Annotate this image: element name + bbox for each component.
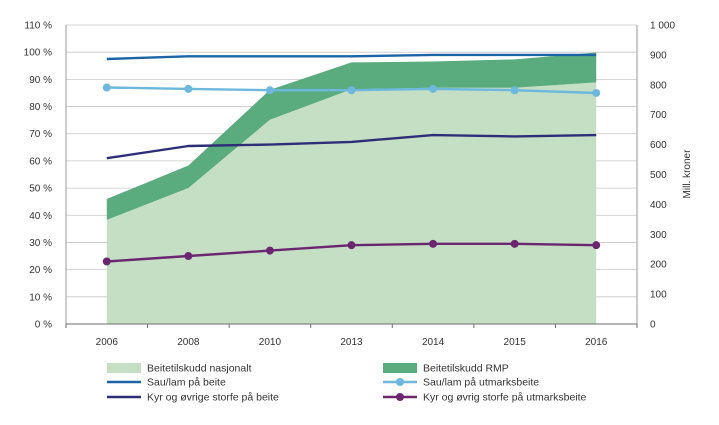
legend-sau-lam-paa-utmarksbeite-label: Sau/lam på utmarksbeite [423, 377, 539, 389]
y-tick-label-left: 90 % [29, 75, 52, 86]
y-tick-label-right: 700 [650, 110, 667, 121]
legend-kyr-storfe-paa-beite-label: Kyr og øvrige storfe på beite [147, 392, 279, 404]
marker-kyr-storfe-paa-utmarksbeite [347, 241, 356, 250]
x-tick-label: 2013 [340, 337, 363, 348]
right-axis-title: Mill. kroner [682, 149, 693, 199]
y-tick-label-left: 30 % [29, 238, 52, 249]
marker-sau-lam-paa-utmarksbeite [429, 84, 438, 93]
marker-sau-lam-paa-utmarksbeite [184, 84, 193, 93]
y-tick-label-left: 20 % [29, 265, 52, 276]
line-sau-lam-paa-beite [106, 53, 597, 61]
marker-kyr-storfe-paa-utmarksbeite [510, 239, 519, 248]
y-tick-label-left: 10 % [29, 292, 52, 303]
marker-kyr-storfe-paa-utmarksbeite [429, 239, 438, 248]
legend-sau-lam-paa-beite-label: Sau/lam på beite [147, 377, 226, 389]
marker-kyr-storfe-paa-utmarksbeite [102, 257, 111, 266]
y-tick-label-left: 100 % [24, 48, 52, 59]
y-tick-label-left: 0 % [35, 320, 52, 331]
legend-kyr-storfe-paa-utmarksbeite-marker [396, 393, 404, 401]
y-tick-label-right: 1 000 [650, 21, 675, 32]
x-tick-label: 2010 [259, 337, 282, 348]
x-tick-label: 2014 [422, 337, 445, 348]
x-tick-label: 2016 [585, 337, 608, 348]
y-tick-label-right: 400 [650, 200, 667, 211]
legend-kyr-storfe-paa-utmarksbeite-label: Kyr og øvrig storfe på utmarksbeite [423, 392, 587, 404]
marker-sau-lam-paa-utmarksbeite [592, 88, 601, 97]
legend-sau-lam-paa-utmarksbeite-marker [396, 378, 404, 386]
y-tick-label-right: 200 [650, 260, 667, 271]
y-tick-label-left: 70 % [29, 129, 52, 140]
y-tick-label-left: 60 % [29, 156, 52, 167]
legend-beitetilskudd-nasjonalt-swatch [107, 363, 141, 373]
area-beitetilskudd-rmp [106, 52, 597, 220]
legend: Beitetilskudd nasjonalt Beitetilskudd RMP… [107, 363, 587, 404]
area-layer [106, 52, 597, 325]
marker-sau-lam-paa-utmarksbeite [347, 86, 356, 95]
y-tick-label-left: 110 % [24, 21, 52, 32]
y-tick-label-right: 500 [650, 170, 667, 181]
y-tick-label-right: 900 [650, 50, 667, 61]
axes: 0 % 10 % 20 % 30 % 40 % 50 % 60 % 70 % 80 % 90 % 1… [24, 21, 676, 349]
marker-sau-lam-paa-utmarksbeite [102, 83, 111, 92]
x-tick-label: 2006 [96, 337, 119, 348]
area-beitetilskudd-nasjonalt [106, 82, 597, 325]
marker-sau-lam-paa-utmarksbeite [510, 86, 519, 95]
line-layer [102, 53, 601, 266]
line-kyr-storfe-paa-beite [106, 133, 597, 160]
y-tick-label-right: 0 [650, 320, 656, 331]
x-tick-label: 2008 [177, 337, 200, 348]
y-tick-label-right: 600 [650, 140, 667, 151]
y-tick-label-left: 40 % [29, 211, 52, 222]
legend-beitetilskudd-nasjonalt-label: Beitetilskudd nasjonalt [147, 363, 252, 375]
marker-sau-lam-paa-utmarksbeite [265, 86, 274, 95]
y-tick-label-right: 100 [650, 290, 667, 301]
marker-kyr-storfe-paa-utmarksbeite [592, 241, 601, 250]
marker-kyr-storfe-paa-utmarksbeite [265, 246, 274, 255]
legend-beitetilskudd-rmp-swatch [383, 363, 417, 373]
x-tick-label: 2015 [504, 337, 527, 348]
legend-beitetilskudd-rmp-label: Beitetilskudd RMP [423, 363, 509, 375]
y-tick-label-right: 800 [650, 80, 667, 91]
marker-kyr-storfe-paa-utmarksbeite [184, 252, 193, 261]
y-tick-label-right: 300 [650, 230, 667, 241]
y-tick-label-left: 50 % [29, 184, 52, 195]
y-tick-label-left: 80 % [29, 102, 52, 113]
